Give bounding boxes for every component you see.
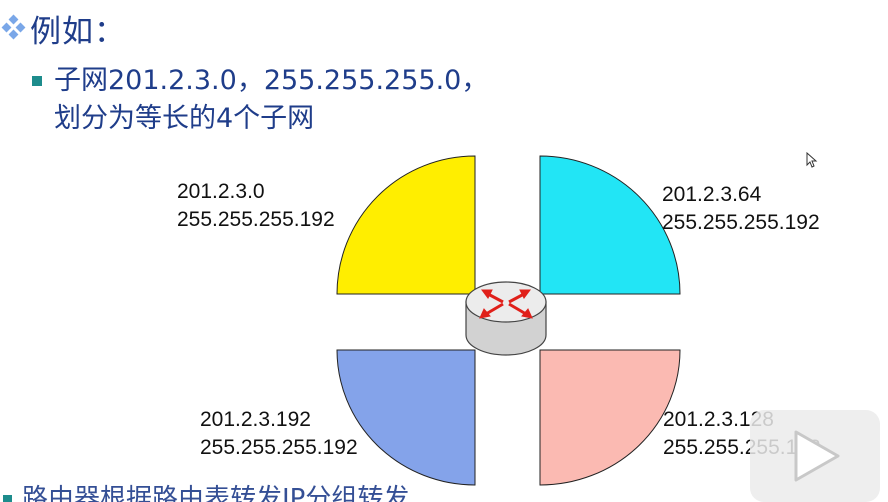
subnet-quadrant-bottom-right — [539, 349, 681, 486]
bullet-line-2: 划分为等长的4个子网 — [54, 103, 315, 134]
subnet-address: 201.2.3.192 — [200, 408, 311, 431]
subnet-address: 201.2.3.128 — [663, 408, 774, 431]
subnet-label-top-right: 201.2.3.64 255.255.255.192 — [662, 181, 820, 237]
subnet-address: 201.2.3.64 — [662, 183, 762, 206]
router-icon — [465, 281, 547, 356]
heading-text: 例如： — [30, 13, 126, 50]
diamond-bullet-icon — [1, 14, 26, 40]
subnet-quadrant-top-right — [539, 155, 681, 295]
heading: 例如： — [0, 6, 126, 50]
play-button[interactable] — [750, 410, 880, 502]
subnet-label-bottom-left: 201.2.3.192 255.255.255.192 — [200, 406, 358, 462]
bullet-line-1: 子网201.2.3.0，255.255.255.0， — [54, 65, 489, 96]
subnet-label-top-left: 201.2.3.0 255.255.255.192 — [177, 178, 335, 234]
play-icon — [794, 430, 840, 482]
cursor-icon — [806, 152, 818, 168]
subnet-mask: 255.255.255.192 — [662, 211, 820, 234]
bullet-item: 子网201.2.3.0，255.255.255.0， 划分为等长的4个子网 — [32, 62, 552, 138]
partial-bullet-text: 路由器根据路由表转发IP分组转发 — [22, 484, 410, 502]
square-bullet-icon — [32, 76, 42, 86]
subnet-mask: 255.255.255.192 — [200, 436, 358, 459]
subnet-address: 201.2.3.0 — [177, 180, 265, 203]
subnet-quadrant-bottom-left — [336, 349, 476, 486]
subnet-quadrant-top-left — [336, 155, 476, 295]
square-bullet-icon — [3, 495, 12, 502]
subnet-mask: 255.255.255.192 — [177, 208, 335, 231]
